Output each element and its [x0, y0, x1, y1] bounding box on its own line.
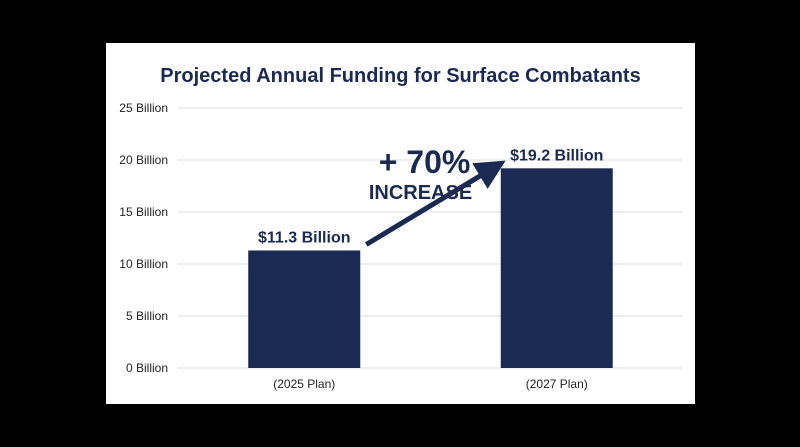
increase-arrow: [364, 160, 506, 247]
y-tick-label: 5 Billion: [126, 309, 168, 323]
bar: [500, 168, 613, 368]
y-tick-label: 0 Billion: [126, 361, 168, 375]
annotation-increase: INCREASE: [369, 182, 472, 204]
annotation-percent: + 70%: [379, 144, 471, 180]
chart-panel: Projected Annual Funding for Surface Com…: [106, 43, 695, 404]
bar-value-label: $11.3 Billion: [258, 229, 350, 246]
chart-title: Projected Annual Funding for Surface Com…: [160, 65, 641, 87]
y-tick-label: 10 Billion: [119, 257, 168, 271]
bar: [248, 250, 361, 368]
bar-chart: 0 Billion 5 Billion 10 Billion 15 Billion 20…: [119, 101, 683, 391]
bar-value-label: $19.2 Billion: [510, 147, 603, 164]
y-tick-label: 15 Billion: [119, 205, 168, 219]
y-tick-label: 25 Billion: [119, 101, 168, 115]
x-tick-label: (2025 Plan): [273, 377, 335, 391]
x-tick-label: (2027 Plan): [526, 377, 588, 391]
y-tick-label: 20 Billion: [119, 153, 168, 167]
